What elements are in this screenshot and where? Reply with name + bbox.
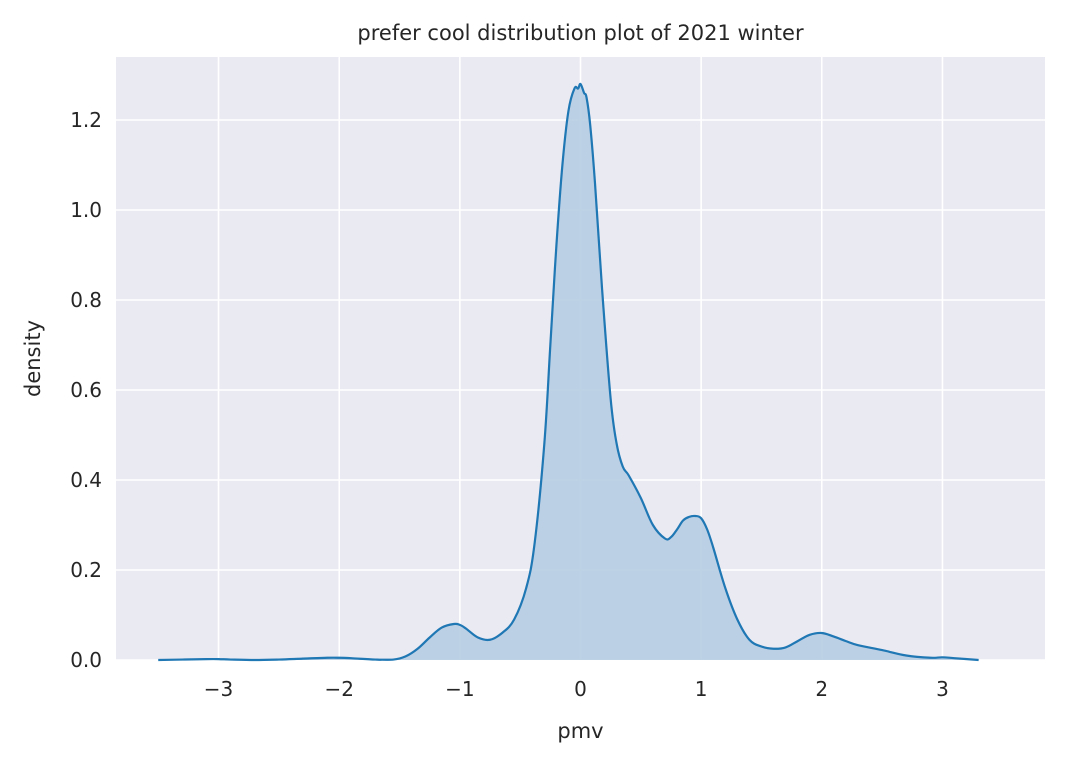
x-tick-label: −1 [445,677,474,701]
y-tick-label: 0.6 [70,378,102,402]
x-tick-label: 3 [936,677,949,701]
x-tick-label: 1 [695,677,708,701]
y-tick-label: 0.4 [70,468,102,492]
density-area [158,83,979,660]
y-tick-label: 0.2 [70,558,102,582]
x-tick-label: 2 [815,677,828,701]
y-tick-label: 0.8 [70,288,102,312]
y-tick-label: 1.0 [70,198,102,222]
x-tick-labels: −3 −2 −1 0 1 2 3 [204,677,949,701]
x-tick-label: −2 [324,677,353,701]
y-axis-label: density [21,320,45,397]
y-tick-label: 1.2 [70,108,102,132]
x-tick-label: 0 [574,677,587,701]
x-axis-label: pmv [557,719,603,743]
y-tick-labels: 0.0 0.2 0.4 0.6 0.8 1.0 1.2 [70,108,102,672]
x-tick-label: −3 [204,677,233,701]
chart-title: prefer cool distribution plot of 2021 wi… [357,21,804,45]
y-tick-label: 0.0 [70,648,102,672]
density-line [158,82,979,662]
